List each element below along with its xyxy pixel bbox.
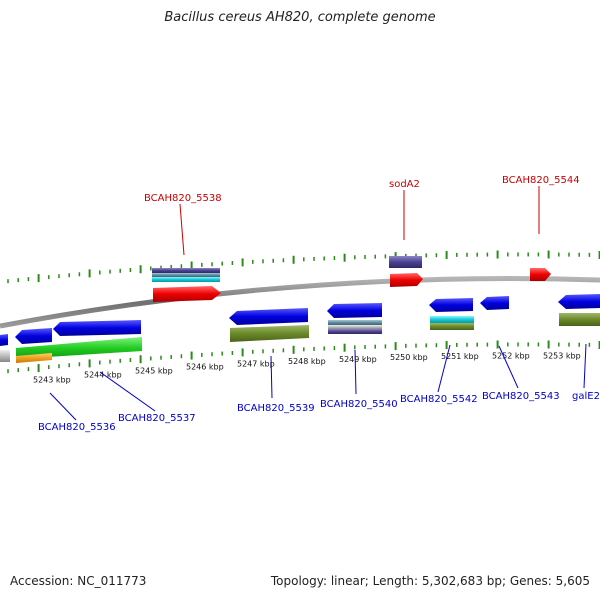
- gene-label-bcah820-5537[interactable]: BCAH820_5537: [118, 413, 196, 424]
- gene-label-bcah820-5539[interactable]: BCAH820_5539: [237, 403, 315, 414]
- forward-features: [152, 256, 551, 302]
- tick-label: 5249 kbp: [339, 355, 377, 364]
- reverse-gene-labels: BCAH820_5536 BCAH820_5537 BCAH820_5539 B…: [38, 343, 600, 433]
- reverse-features: [0, 294, 600, 363]
- gene-arrow[interactable]: [429, 298, 473, 312]
- feature-block[interactable]: [152, 268, 220, 273]
- map-title: Bacillus cereus AH820, complete genome: [164, 10, 436, 25]
- tick-label: 5248 kbp: [288, 357, 326, 366]
- tick-label: 5251 kbp: [441, 352, 479, 361]
- feature-block[interactable]: [389, 256, 422, 268]
- tick-label: 5246 kbp: [186, 363, 224, 372]
- forward-tick-row: [7, 250, 600, 284]
- reverse-tick-row: [7, 340, 600, 374]
- gene-label-soda2[interactable]: sodA2: [389, 179, 420, 190]
- gene-arrow-bcah820-5538[interactable]: [153, 286, 221, 302]
- gene-label-bcah820-5538[interactable]: BCAH820_5538: [144, 193, 222, 204]
- gene-label-bcah820-5542[interactable]: BCAH820_5542: [400, 394, 478, 405]
- gene-arrow[interactable]: [15, 328, 52, 344]
- genome-summary-text: Topology: linear; Length: 5,302,683 bp; …: [270, 574, 590, 588]
- feature-block[interactable]: [328, 325, 382, 329]
- accession-text: Accession: NC_011773: [10, 574, 147, 588]
- tick-label: 5244 kbp: [84, 371, 122, 380]
- tick-label: 5252 kbp: [492, 352, 530, 361]
- feature-block[interactable]: [328, 329, 382, 334]
- forward-gene-labels: BCAH820_5538 sodA2 BCAH820_5544: [144, 175, 580, 256]
- tick-label: 5245 kbp: [135, 366, 173, 375]
- gene-arrow[interactable]: [558, 294, 600, 309]
- feature-block[interactable]: [0, 350, 10, 362]
- feature-block[interactable]: [16, 353, 52, 363]
- gene-arrow[interactable]: [53, 320, 141, 336]
- genome-backbone: [0, 275, 600, 329]
- gene-label-bcah820-5543[interactable]: BCAH820_5543: [482, 391, 560, 402]
- gene-arrow-bcah820-5544[interactable]: [530, 268, 551, 281]
- tick-label: 5247 kbp: [237, 360, 275, 369]
- tick-label-group: 5243 kbp 5244 kbp 5245 kbp 5246 kbp 5247 kbp…: [33, 351, 581, 384]
- feature-block[interactable]: [559, 313, 600, 326]
- gene-label-bcah820-5540[interactable]: BCAH820_5540: [320, 399, 398, 410]
- gene-arrow[interactable]: [327, 303, 382, 318]
- tick-label: 5243 kbp: [33, 375, 71, 384]
- feature-block[interactable]: [430, 316, 474, 323]
- feature-block[interactable]: [152, 277, 220, 282]
- feature-block[interactable]: [328, 320, 382, 325]
- feature-block[interactable]: [152, 273, 220, 277]
- gene-label-bcah820-5536[interactable]: BCAH820_5536: [38, 422, 116, 433]
- tick-label: 5250 kbp: [390, 353, 428, 362]
- tick-label: 5253 kbp: [543, 351, 581, 360]
- gene-label-bcah820-5544[interactable]: BCAH820_5544: [502, 175, 580, 186]
- gene-arrow[interactable]: [480, 296, 509, 310]
- feature-block[interactable]: [230, 325, 309, 342]
- gene-label-gale2[interactable]: galE2: [572, 391, 600, 402]
- gene-arrow-soda2[interactable]: [390, 273, 423, 287]
- feature-block[interactable]: [430, 323, 474, 330]
- gene-arrow[interactable]: [229, 308, 308, 325]
- gene-arrow[interactable]: [0, 334, 8, 346]
